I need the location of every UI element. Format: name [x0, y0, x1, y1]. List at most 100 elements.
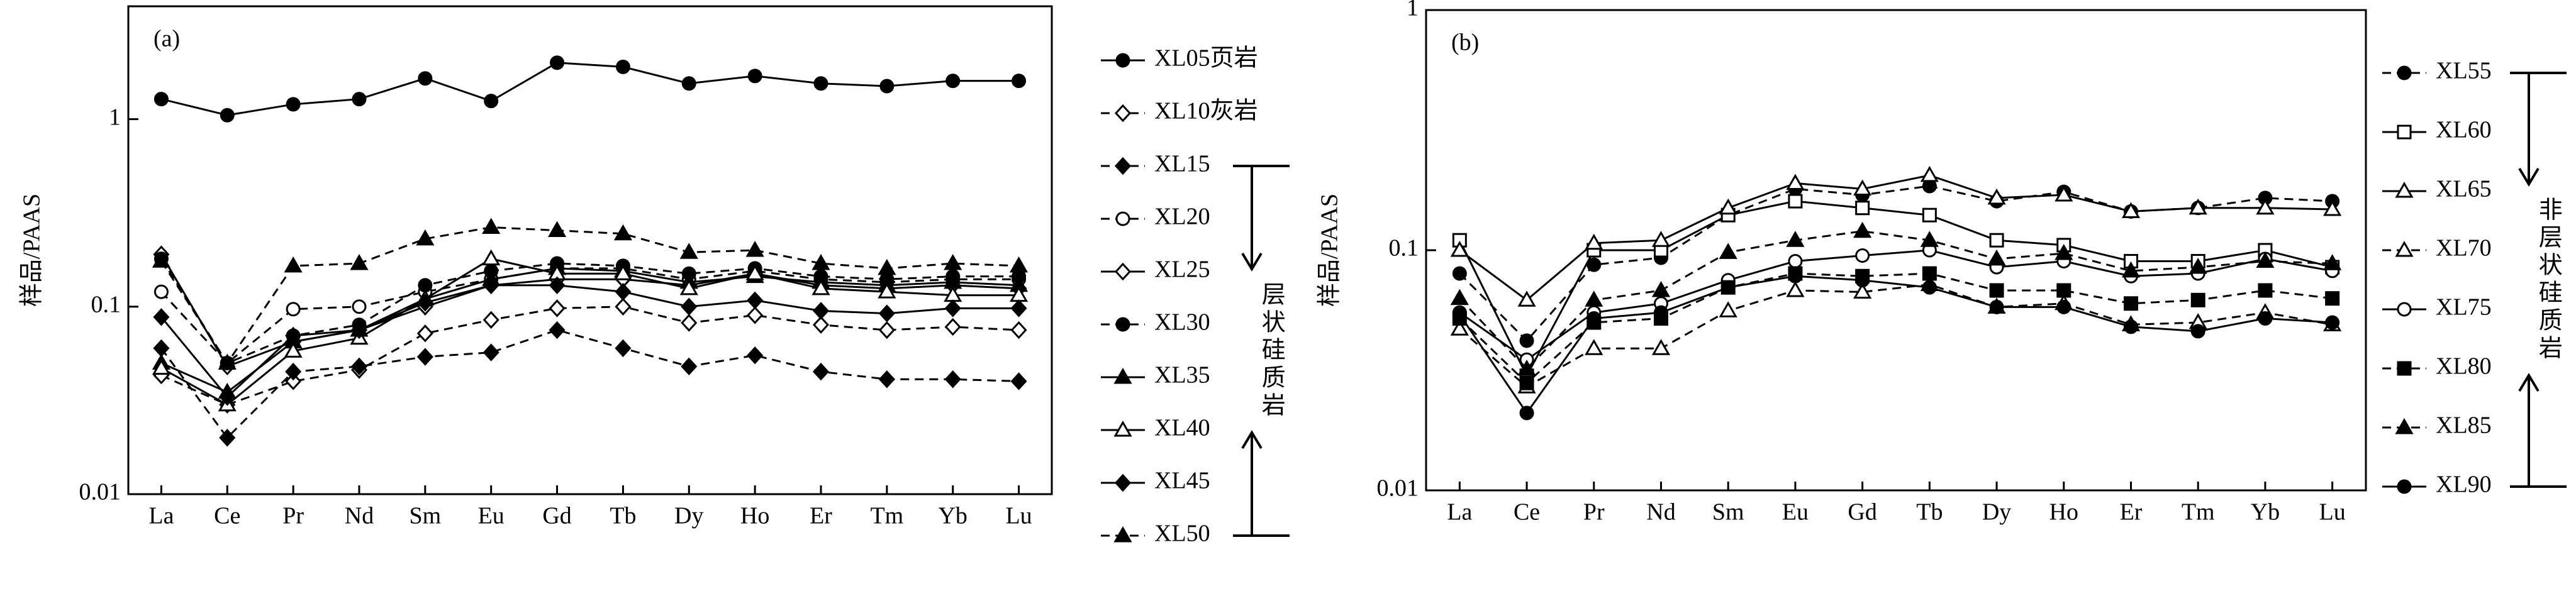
marker — [1452, 266, 1467, 281]
x-tick-label: Lu — [1005, 503, 1032, 529]
marker — [286, 97, 301, 112]
x-tick-label: Nd — [345, 503, 374, 529]
x-tick-label: Eu — [1782, 499, 1809, 526]
series-line — [160, 267, 1019, 394]
marker — [1987, 188, 2006, 205]
marker — [2124, 319, 2138, 334]
marker — [2395, 417, 2414, 434]
marker — [679, 243, 698, 259]
marker — [615, 59, 630, 74]
series — [1452, 266, 2340, 390]
marker — [416, 229, 435, 246]
arrow-head — [2518, 167, 2540, 187]
marker — [1115, 211, 1130, 226]
marker — [2397, 65, 2412, 80]
marker — [153, 284, 169, 299]
marker — [1853, 221, 1872, 238]
x-tick-label: Gd — [1848, 499, 1876, 526]
legend-label: XL05页岩 — [1154, 45, 1258, 72]
marker — [549, 321, 566, 339]
marker — [681, 297, 698, 316]
marker — [1586, 257, 1602, 272]
series-line — [160, 284, 1019, 399]
marker — [1651, 280, 1671, 297]
marker — [811, 279, 830, 295]
y-tick-label: 0.01 — [79, 479, 121, 505]
series — [153, 276, 1027, 406]
arrow-head — [2518, 373, 2540, 392]
legend-label: XL80 — [2436, 353, 2492, 380]
x-tick-label: Sm — [410, 503, 442, 529]
marker — [1452, 307, 1467, 322]
series — [153, 321, 1027, 447]
legend-label: XL85 — [2436, 412, 2492, 439]
marker — [152, 251, 171, 268]
marker — [1786, 231, 1805, 247]
marker — [2121, 261, 2141, 278]
marker — [1450, 319, 1469, 336]
marker — [285, 326, 302, 345]
marker — [418, 71, 433, 86]
marker — [482, 311, 499, 329]
marker — [352, 92, 367, 107]
marker — [1855, 201, 1870, 216]
marker — [2325, 291, 2340, 306]
marker — [615, 339, 632, 358]
legend-label: XL25 — [1154, 257, 1210, 283]
x-tick-label: Eu — [478, 503, 505, 529]
series-line — [1459, 275, 2333, 415]
marker — [2256, 198, 2275, 215]
marker — [350, 254, 369, 270]
arrow-head — [1241, 430, 1263, 450]
marker — [944, 299, 961, 317]
marker — [1920, 165, 1939, 182]
marker — [1113, 526, 1132, 543]
marker — [2395, 181, 2414, 198]
marker — [1519, 406, 1534, 421]
marker — [1786, 280, 1805, 297]
marker — [1788, 194, 1803, 209]
x-tick-label: Sm — [1712, 499, 1744, 526]
x-tick-label: Tb — [610, 503, 636, 529]
series-line — [1459, 249, 2333, 361]
legend-label: XL40 — [1154, 415, 1210, 441]
marker — [1010, 321, 1027, 339]
marker — [416, 324, 433, 343]
marker — [286, 302, 301, 317]
marker — [218, 353, 237, 370]
marker — [2124, 296, 2138, 311]
x-tick-label: Pr — [282, 503, 304, 529]
marker — [613, 224, 633, 241]
marker — [747, 306, 764, 324]
marker — [1114, 104, 1132, 123]
series-line — [1459, 174, 2333, 302]
y-tick-label: 0.1 — [1389, 235, 1419, 262]
x-tick-label: Tb — [1916, 499, 1943, 526]
legend-label: XL45 — [1154, 468, 1210, 494]
marker — [1114, 473, 1132, 492]
marker — [878, 282, 896, 299]
marker — [1989, 299, 2004, 314]
marker — [615, 282, 632, 301]
series-line — [161, 62, 1019, 116]
marker — [484, 94, 499, 109]
marker — [1115, 317, 1130, 332]
group-label: 非层状硅质岩 — [2534, 197, 2562, 363]
marker — [1450, 240, 1469, 257]
series — [152, 218, 1029, 370]
marker — [2190, 292, 2205, 307]
marker — [1519, 333, 1534, 348]
marker — [1855, 248, 1870, 263]
marker — [944, 370, 961, 389]
marker — [1517, 360, 1536, 376]
series — [153, 297, 1027, 414]
panel-label: (b) — [1451, 30, 1479, 56]
marker — [482, 249, 501, 266]
marker — [747, 346, 764, 365]
marker — [1585, 290, 1603, 307]
marker — [747, 291, 764, 310]
marker — [1114, 262, 1132, 281]
marker — [1586, 311, 1602, 326]
x-tick-label: Lu — [2319, 499, 2346, 526]
